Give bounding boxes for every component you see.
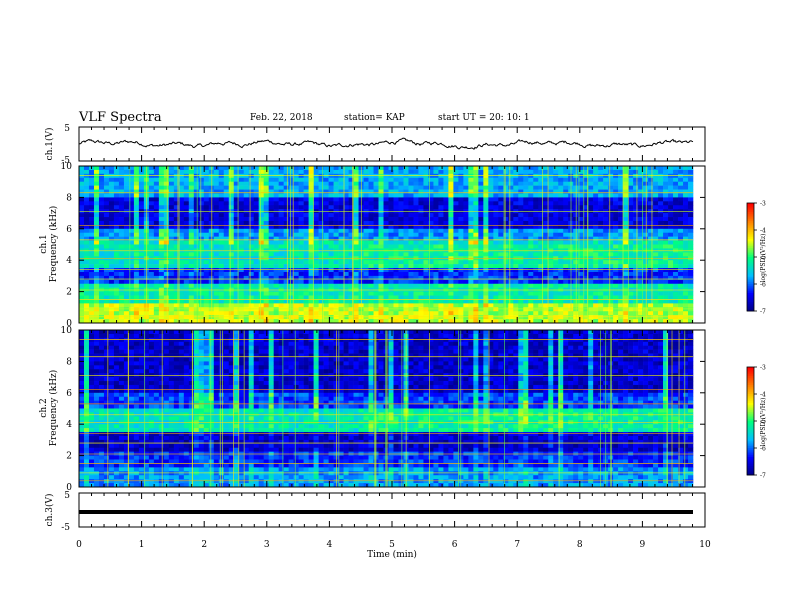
ch1-spec-ylabel: Frequency (kHz) — [48, 206, 59, 283]
ytick-label: 10 — [61, 326, 73, 336]
x-axis-tick-labels: 0 1 2 3 4 5 6 7 8 9 10 — [76, 540, 711, 550]
ch2-spectrogram-panel: 0 2 4 6 8 10 ch.2 Frequency (kHz) — [39, 326, 706, 493]
x-tick-label: 6 — [452, 540, 458, 550]
ytick-label: 0 — [66, 483, 72, 493]
colorbar-1: -3 -4 -5 -6 -7 log(PSD)(V²/Hz) — [746, 201, 767, 316]
time-tick-marks — [78, 127, 706, 527]
ytick-label: 2 — [66, 288, 72, 298]
ch2-spectrogram-image — [79, 330, 694, 488]
ch2-yticks: 0 2 4 6 8 10 — [61, 326, 705, 493]
x-tick-label: 10 — [699, 540, 711, 550]
ch1-spectrogram-image — [79, 166, 694, 324]
ytick-label: 8 — [66, 193, 72, 203]
x-tick-label: 9 — [640, 540, 646, 550]
colorbar-2-ticks: -3 -4 -5 -6 -7 — [754, 365, 766, 480]
colorbar-tick-label: -5 — [760, 419, 766, 426]
ch3-waveform-line — [79, 510, 693, 514]
station-label: station= KAP — [344, 113, 405, 123]
ch3-ytick-top: 5 — [64, 491, 70, 501]
ch1-panel: 5 -5 ch.1(V) — [44, 124, 706, 166]
x-axis-label: Time (min) — [367, 549, 417, 560]
colorbar-tick-label: -6 — [760, 282, 766, 289]
colorbar-tick-label: -6 — [760, 446, 766, 453]
ch2-spec-ylabel-top: ch.2 — [39, 398, 49, 417]
x-tick-label: 3 — [264, 540, 270, 550]
colorbar-tick-label: -3 — [760, 365, 766, 372]
colorbar-2-gradient — [746, 366, 755, 476]
ch1-ytick-top: 5 — [64, 124, 70, 134]
date-label: Feb. 22, 2018 — [250, 113, 313, 123]
x-tick-label: 2 — [201, 540, 207, 550]
colorbar-tick-label: -5 — [760, 255, 766, 262]
ytick-label: 4 — [66, 420, 72, 430]
ch3-ylabel: ch.3(V) — [44, 494, 55, 527]
ch1-ytick-bottom: -5 — [61, 156, 70, 166]
ch1-spectrogram-panel: 0 2 4 6 8 10 ch.1 Frequency (kHz) — [39, 162, 706, 329]
x-tick-label: 8 — [577, 540, 583, 550]
x-tick-label: 4 — [327, 540, 333, 550]
ch1-ylabel: ch.1(V) — [44, 128, 55, 161]
colorbar-2-label: log(PSD)(V²/Hz) — [760, 398, 767, 447]
ytick-label: 4 — [66, 256, 72, 266]
ch3-panel: 5 -5 ch.3(V) — [44, 491, 706, 533]
ytick-label: 6 — [66, 389, 72, 399]
x-tick-label: 5 — [389, 540, 395, 550]
colorbar-tick-label: -3 — [760, 201, 766, 208]
x-tick-label: 7 — [514, 540, 520, 550]
ytick-label: 6 — [66, 225, 72, 235]
x-tick-label: 0 — [76, 540, 82, 550]
colorbar-1-label: log(PSD)(V²/Hz) — [760, 234, 767, 283]
ytick-label: 10 — [61, 162, 73, 172]
colorbar-tick-label: -7 — [760, 309, 766, 316]
colorbar-tick-label: -4 — [760, 392, 766, 399]
ch2-spec-ylabel: Frequency (kHz) — [48, 370, 59, 447]
ytick-label: 0 — [66, 319, 72, 329]
colorbar-1-gradient — [746, 202, 755, 312]
x-tick-label: 1 — [139, 540, 145, 550]
start-time-label: start UT = 20: 10: 1 — [438, 113, 530, 123]
colorbar-tick-label: -4 — [760, 228, 766, 235]
ytick-label: 8 — [66, 357, 72, 367]
ytick-label: 2 — [66, 452, 72, 462]
ch1-spec-ylabel-top: ch.1 — [39, 234, 49, 253]
chart-title: VLF Spectra — [79, 110, 162, 125]
colorbar-tick-label: -7 — [760, 473, 766, 480]
colorbar-2: -3 -4 -5 -6 -7 log(PSD)(V²/Hz) — [746, 365, 767, 480]
ch3-ytick-bottom: -5 — [61, 523, 70, 533]
ch1-yticks: 0 2 4 6 8 10 — [61, 162, 705, 329]
colorbar-1-ticks: -3 -4 -5 -6 -7 — [754, 201, 766, 316]
ch1-waveform-line — [78, 137, 694, 150]
